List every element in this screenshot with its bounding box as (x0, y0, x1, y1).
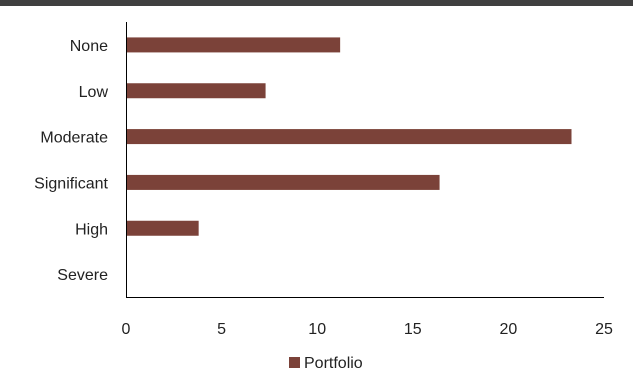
bar-low (126, 83, 266, 99)
x-tick-label-10: 10 (308, 321, 326, 338)
bar-significant (126, 174, 440, 190)
x-tick-label-15: 15 (404, 321, 422, 338)
category-label-significant: Significant (34, 175, 108, 192)
category-labels: None Low Moderate Significant High Severe (34, 38, 108, 284)
legend: Portfolio (289, 355, 363, 372)
bar-high (126, 220, 199, 236)
x-tick-label-20: 20 (500, 321, 518, 338)
x-tick-labels: 0 5 10 15 20 25 (122, 321, 613, 338)
x-tick-label-0: 0 (122, 321, 131, 338)
bar-none (126, 37, 341, 53)
bars-group (126, 37, 572, 236)
category-label-high: High (75, 221, 108, 238)
x-tick-label-5: 5 (217, 321, 226, 338)
category-label-low: Low (79, 84, 109, 101)
legend-swatch-portfolio (289, 357, 300, 368)
category-label-none: None (70, 38, 108, 55)
category-label-severe: Severe (57, 267, 108, 284)
category-label-moderate: Moderate (40, 130, 108, 147)
legend-label-portfolio: Portfolio (304, 355, 363, 372)
x-tick-label-25: 25 (595, 321, 613, 338)
top-rule (0, 0, 633, 6)
bar-moderate (126, 129, 572, 145)
